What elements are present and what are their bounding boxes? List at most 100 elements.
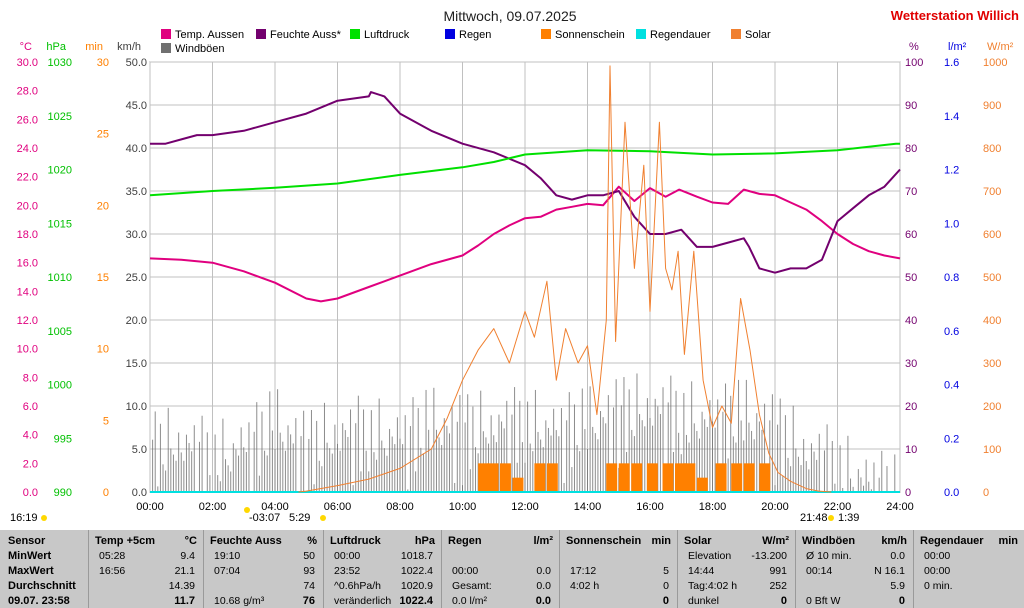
y-tick-label-right: 500 — [983, 272, 1001, 284]
y-tick-label-left: 25.0 — [126, 272, 147, 284]
stat-cell-note: Gesamt: — [452, 580, 492, 592]
y-tick-label-left: 16.0 — [17, 258, 38, 270]
y-tick-label-left: 2.0 — [23, 458, 38, 470]
stat-column-title: Sonnenschein — [566, 535, 642, 547]
stat-cell-value: 5.9 — [890, 580, 905, 592]
stat-cell-note: 0 Bft W — [806, 595, 841, 607]
x-tick-label: 24:00 — [886, 501, 914, 513]
y-tick-label-right: 80 — [905, 143, 917, 155]
y-tick-label-right: 0.0 — [944, 487, 959, 499]
stat-cell-value: 0 — [780, 595, 787, 607]
sunshine-bar — [715, 463, 727, 492]
stat-column: Regendauer min 00:00 00:00 0 min. — [913, 530, 1024, 608]
stat-cell-note: dunkel — [688, 595, 719, 607]
y-tick-label-left: 25 — [97, 129, 109, 141]
sunshine-bar — [546, 463, 558, 492]
x-tick-label: 16:00 — [636, 501, 664, 513]
y-tick-label-right: 1000 — [983, 57, 1007, 69]
sun-icon — [244, 507, 250, 513]
y-tick-label-left: 22.0 — [17, 172, 38, 184]
legend-label: Windböen — [175, 43, 225, 55]
y-tick-label-right: 60 — [905, 229, 917, 241]
y-tick-label-right: 1.6 — [944, 57, 959, 69]
stat-cell-value: 1020.9 — [400, 580, 433, 592]
sun-markers: 16:19 -03:07 5:29 21:48 1:39 — [10, 507, 859, 524]
y-tick-label-left: 995 — [54, 433, 72, 445]
sunshine-bar — [696, 477, 708, 492]
sunshine-bar — [646, 463, 658, 492]
sunshine-bar — [618, 463, 630, 492]
y-tick-label-left: 20.0 — [17, 200, 38, 212]
stat-cell-value: 1018.7 — [400, 550, 433, 562]
stat-cell-note: 0 min. — [924, 580, 953, 592]
y-tick-label-right: 300 — [983, 358, 1001, 370]
stat-cell-note: Elevation — [688, 550, 732, 562]
y-tick-label-right: 0 — [905, 487, 911, 499]
stat-column: Temp +5cm °C 05:28 9.4 16:56 21.1 14.39 11.7 — [88, 530, 203, 608]
x-tick-label: 06:00 — [324, 501, 352, 513]
y-tick-label-left: 990 — [54, 487, 72, 499]
stat-cell-note: 17:12 — [570, 565, 597, 577]
row-label: Sensor — [8, 535, 46, 547]
row-label: MinWert — [8, 550, 52, 562]
y-tick-label-left: 40.0 — [126, 143, 147, 155]
y-tick-label-left: 28.0 — [17, 86, 38, 98]
y-tick-label-left: 0.0 — [132, 487, 147, 499]
stat-column: Luftdruck hPa 00:00 1018.7 23:52 1022.4 ^0.6hP… — [323, 530, 441, 608]
weather-chart: 00:00 02:00 04:00 06:00 08:00 10:00 12:00 14:00… — [10, 8, 1019, 524]
y-tick-label-left: 12.0 — [17, 315, 38, 327]
legend-swatch — [161, 29, 171, 39]
stat-column: Feuchte Auss% 19:10 50 07:04 93 74 10.68 g/m³ 7… — [203, 530, 323, 608]
y-tick-label-right: 30 — [905, 358, 917, 370]
stat-cell-value: -13.200 — [751, 550, 787, 562]
y-tick-label-left: 1020 — [48, 165, 72, 177]
x-tick-label: 18:00 — [699, 501, 727, 513]
stat-column-unit: min — [998, 535, 1018, 547]
axis-unit-label: min — [85, 41, 103, 53]
axes: 00:00 02:00 04:00 06:00 08:00 10:00 12:00 14:00… — [17, 41, 1014, 513]
x-tick-label: 14:00 — [574, 501, 602, 513]
y-tick-label-left: 0.0 — [23, 487, 38, 499]
stat-cell-value: 14.39 — [168, 580, 195, 592]
axis-unit-label: hPa — [46, 41, 66, 53]
stat-cell-value: 1022.4 — [399, 595, 433, 607]
y-tick-label-left: 14.0 — [17, 286, 38, 298]
stat-column-title: Solar — [684, 535, 712, 547]
y-tick-label-left: 1025 — [48, 111, 72, 123]
y-tick-label-right: 10 — [905, 444, 917, 456]
y-tick-label-left: 45.0 — [126, 100, 147, 112]
stat-cell-note: 0.0 l/m² — [452, 595, 488, 607]
y-tick-label-right: 200 — [983, 401, 1001, 413]
sunshine-bar — [759, 463, 771, 492]
stat-column-title: Windböen — [802, 535, 856, 547]
stat-column-unit: °C — [184, 535, 197, 547]
sun-marker-label: 1:39 — [838, 512, 859, 524]
stat-cell-note: 10.68 g/m³ — [214, 595, 265, 607]
y-tick-label-left: 30 — [97, 57, 109, 69]
y-tick-label-left: 10.0 — [126, 401, 147, 413]
legend-swatch — [541, 29, 551, 39]
bars — [152, 373, 896, 492]
y-tick-label-left: 15 — [97, 272, 109, 284]
sun-icon — [320, 515, 326, 521]
sunshine-bar — [534, 463, 546, 492]
legend-label: Luftdruck — [364, 29, 410, 41]
y-tick-label-left: 35.0 — [126, 186, 147, 198]
sunshine-bar — [606, 463, 618, 492]
sun-marker-label: 21:48 — [800, 512, 828, 524]
series-line-temp-aussen — [149, 185, 901, 303]
y-tick-label-right: 100 — [905, 57, 923, 69]
sunshine-bar — [512, 477, 524, 492]
stat-cell-note: Ø 10 min. — [806, 550, 852, 562]
stat-column-title: Luftdruck — [330, 535, 381, 547]
y-tick-label-right: 0.6 — [944, 326, 959, 338]
sun-icon — [41, 515, 47, 521]
y-tick-label-left: 50.0 — [126, 57, 147, 69]
stat-column-unit: % — [307, 535, 317, 547]
y-tick-label-left: 1005 — [48, 326, 72, 338]
sunshine-bar — [631, 463, 643, 492]
stat-column-unit: l/m² — [533, 535, 553, 547]
row-labels: Sensor MinWert MaxWert Durchschnitt 09.0… — [0, 530, 88, 608]
stat-column-title: Temp +5cm — [95, 535, 156, 547]
stat-cell-value: 0 — [662, 595, 669, 607]
